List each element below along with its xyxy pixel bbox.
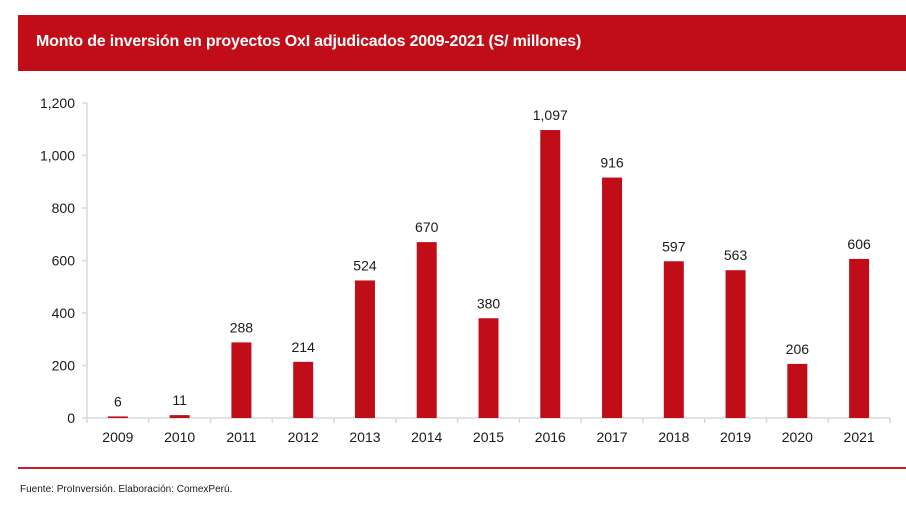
data-label-2018: 597: [662, 238, 686, 254]
x-tick-label-2010: 2010: [164, 429, 195, 445]
footer-divider: [18, 467, 906, 469]
bar-2020: [787, 363, 808, 418]
x-tick-label-2018: 2018: [658, 429, 689, 445]
data-label-2019: 563: [724, 247, 748, 263]
x-tick-label-2021: 2021: [844, 429, 875, 445]
x-tick-label-2016: 2016: [535, 429, 566, 445]
bar-2017: [602, 177, 623, 418]
bar-2010: [169, 415, 190, 418]
data-label-2017: 916: [600, 155, 624, 171]
y-tick-label: 1,000: [40, 148, 75, 164]
bar-2015: [478, 318, 499, 418]
x-tick-label-2017: 2017: [596, 429, 627, 445]
bar-2013: [354, 280, 375, 418]
x-tick-label-2020: 2020: [782, 429, 813, 445]
data-label-2012: 214: [292, 339, 316, 355]
bar-2011: [231, 342, 252, 418]
bar-2012: [293, 361, 314, 418]
bar-2009: [107, 416, 128, 418]
y-tick-label: 400: [52, 305, 76, 321]
y-tick-label: 0: [67, 410, 75, 426]
bar-2016: [540, 130, 561, 418]
bars: [107, 130, 870, 418]
bar-2014: [416, 242, 437, 418]
data-label-2010: 11: [172, 392, 187, 408]
chart-title-banner: Monto de inversión en proyectos OxI adju…: [18, 15, 906, 71]
x-tick-label-2011: 2011: [226, 429, 256, 445]
y-tick-label: 600: [52, 253, 76, 269]
y-axis: 0 200 400 600 800 1,000 1,200: [40, 95, 88, 426]
data-label-2020: 206: [786, 341, 810, 357]
chart-title: Monto de inversión en proyectos OxI adju…: [36, 33, 582, 50]
bar-2018: [663, 261, 684, 418]
x-tick-label-2012: 2012: [288, 429, 319, 445]
x-tick-label-2013: 2013: [349, 429, 380, 445]
data-label-2016: 1,097: [533, 107, 568, 123]
x-tick-label-2014: 2014: [411, 429, 442, 445]
y-tick-label: 200: [52, 358, 76, 374]
data-label-2009: 6: [114, 393, 122, 409]
bar-2019: [725, 270, 746, 418]
x-axis: 2009 2010 2011 2012 2013 2014 2015 2016 2017 2018…: [86, 417, 891, 445]
data-label-2011: 288: [230, 319, 254, 335]
bar-2021: [849, 258, 870, 418]
data-label-2015: 380: [477, 295, 501, 311]
data-label-2013: 524: [353, 257, 377, 273]
x-tick-label-2009: 2009: [102, 429, 133, 445]
data-label-2021: 606: [847, 236, 871, 252]
y-tick-label: 1,200: [40, 95, 75, 111]
data-labels: 6 11 288 214 524 670 380 1,097 916 597 563 206 606: [114, 107, 871, 409]
source-note: Fuente: ProInversión. Elaboración: Comex…: [20, 484, 233, 495]
data-label-2014: 670: [415, 219, 439, 235]
x-tick-label-2015: 2015: [473, 429, 504, 445]
y-tick-label: 800: [52, 200, 76, 216]
x-tick-label-2019: 2019: [720, 429, 751, 445]
